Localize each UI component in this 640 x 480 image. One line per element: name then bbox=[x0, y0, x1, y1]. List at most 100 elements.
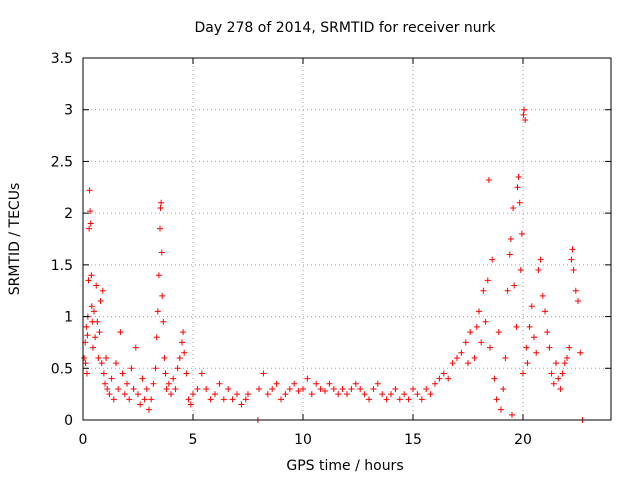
data-point bbox=[291, 380, 298, 387]
y-axis-label: SRMTID / TECUs bbox=[7, 183, 23, 296]
data-point bbox=[97, 298, 104, 305]
data-point bbox=[168, 391, 174, 398]
data-point bbox=[179, 339, 185, 346]
data-point bbox=[575, 298, 581, 305]
data-point bbox=[520, 111, 527, 118]
data-point bbox=[498, 406, 504, 413]
data-point bbox=[485, 177, 492, 184]
data-point bbox=[537, 256, 544, 263]
data-point bbox=[515, 173, 522, 180]
data-point bbox=[553, 360, 559, 367]
data-point bbox=[542, 308, 548, 315]
data-point bbox=[348, 385, 355, 392]
data-point bbox=[135, 391, 141, 398]
data-point bbox=[83, 323, 90, 330]
data-point bbox=[148, 396, 155, 403]
data-point bbox=[86, 187, 93, 194]
y-tick-label: 2.5 bbox=[51, 154, 73, 170]
data-point bbox=[335, 391, 342, 398]
data-point bbox=[286, 385, 293, 392]
data-point bbox=[94, 318, 101, 325]
data-point bbox=[100, 370, 107, 377]
data-point bbox=[361, 391, 368, 398]
data-point bbox=[454, 354, 460, 361]
data-point bbox=[119, 370, 126, 377]
data-point bbox=[546, 344, 553, 351]
data-point bbox=[181, 349, 188, 356]
data-point bbox=[234, 391, 240, 398]
data-point bbox=[414, 391, 421, 398]
x-tick-label: 5 bbox=[189, 432, 198, 448]
data-point bbox=[564, 354, 570, 361]
data-point bbox=[467, 329, 474, 336]
data-point bbox=[432, 380, 438, 387]
data-point bbox=[317, 385, 324, 392]
data-point bbox=[194, 385, 201, 392]
data-point bbox=[465, 360, 471, 367]
data-point bbox=[88, 272, 95, 279]
data-point bbox=[81, 354, 88, 361]
data-point bbox=[92, 334, 99, 341]
data-point bbox=[89, 344, 96, 351]
data-point bbox=[225, 385, 232, 392]
data-point bbox=[366, 396, 372, 403]
x-tick-label: 15 bbox=[404, 432, 422, 448]
data-point bbox=[478, 339, 485, 346]
data-point bbox=[190, 391, 196, 398]
data-point bbox=[374, 380, 381, 387]
data-point bbox=[174, 365, 181, 372]
data-point bbox=[561, 360, 568, 367]
chart-title: Day 278 of 2014, SRMTID for receiver nur… bbox=[194, 20, 496, 36]
data-point bbox=[207, 396, 214, 403]
data-point bbox=[533, 349, 540, 356]
data-point bbox=[484, 277, 491, 284]
data-point bbox=[445, 375, 452, 382]
data-point bbox=[96, 329, 103, 336]
data-point bbox=[160, 318, 167, 325]
x-tick-label: 10 bbox=[294, 432, 312, 448]
data-point bbox=[487, 344, 493, 351]
y-tick-label: 1 bbox=[64, 310, 73, 326]
y-tick-label: 3.5 bbox=[51, 51, 73, 67]
data-point bbox=[577, 349, 584, 356]
data-point bbox=[185, 396, 192, 403]
data-point bbox=[238, 401, 245, 408]
x-tick-label: 20 bbox=[514, 432, 532, 448]
data-point bbox=[158, 199, 165, 206]
data-point bbox=[495, 329, 502, 336]
data-point bbox=[104, 385, 111, 392]
data-point bbox=[245, 391, 251, 398]
data-point bbox=[180, 329, 187, 336]
data-point bbox=[99, 287, 106, 294]
data-point bbox=[526, 323, 533, 330]
data-point bbox=[357, 385, 364, 392]
data-point bbox=[124, 380, 130, 387]
y-tick-label: 0 bbox=[64, 413, 73, 429]
data-point bbox=[500, 385, 507, 392]
data-point bbox=[187, 401, 194, 408]
data-point bbox=[153, 334, 160, 341]
data-point bbox=[264, 391, 271, 398]
data-point bbox=[523, 344, 530, 351]
data-point bbox=[304, 375, 311, 382]
plot-frame bbox=[82, 57, 612, 421]
data-point bbox=[427, 391, 434, 398]
data-point bbox=[423, 385, 430, 392]
data-point bbox=[83, 370, 90, 377]
data-point bbox=[260, 370, 267, 377]
data-point bbox=[198, 370, 205, 377]
data-point bbox=[493, 396, 500, 403]
data-point bbox=[520, 370, 526, 377]
data-point bbox=[531, 334, 537, 341]
data-point bbox=[339, 385, 346, 392]
data-point bbox=[242, 396, 249, 403]
data-point bbox=[559, 370, 566, 377]
data-point bbox=[521, 106, 528, 113]
data-point bbox=[176, 354, 183, 361]
data-point bbox=[330, 385, 337, 392]
y-axis-ticks: 0 0.5 1 1.5 2 2.5 3 3.5 bbox=[51, 51, 611, 429]
data-point bbox=[139, 375, 146, 382]
y-tick-label: 0.5 bbox=[51, 361, 73, 377]
data-point bbox=[418, 396, 425, 403]
